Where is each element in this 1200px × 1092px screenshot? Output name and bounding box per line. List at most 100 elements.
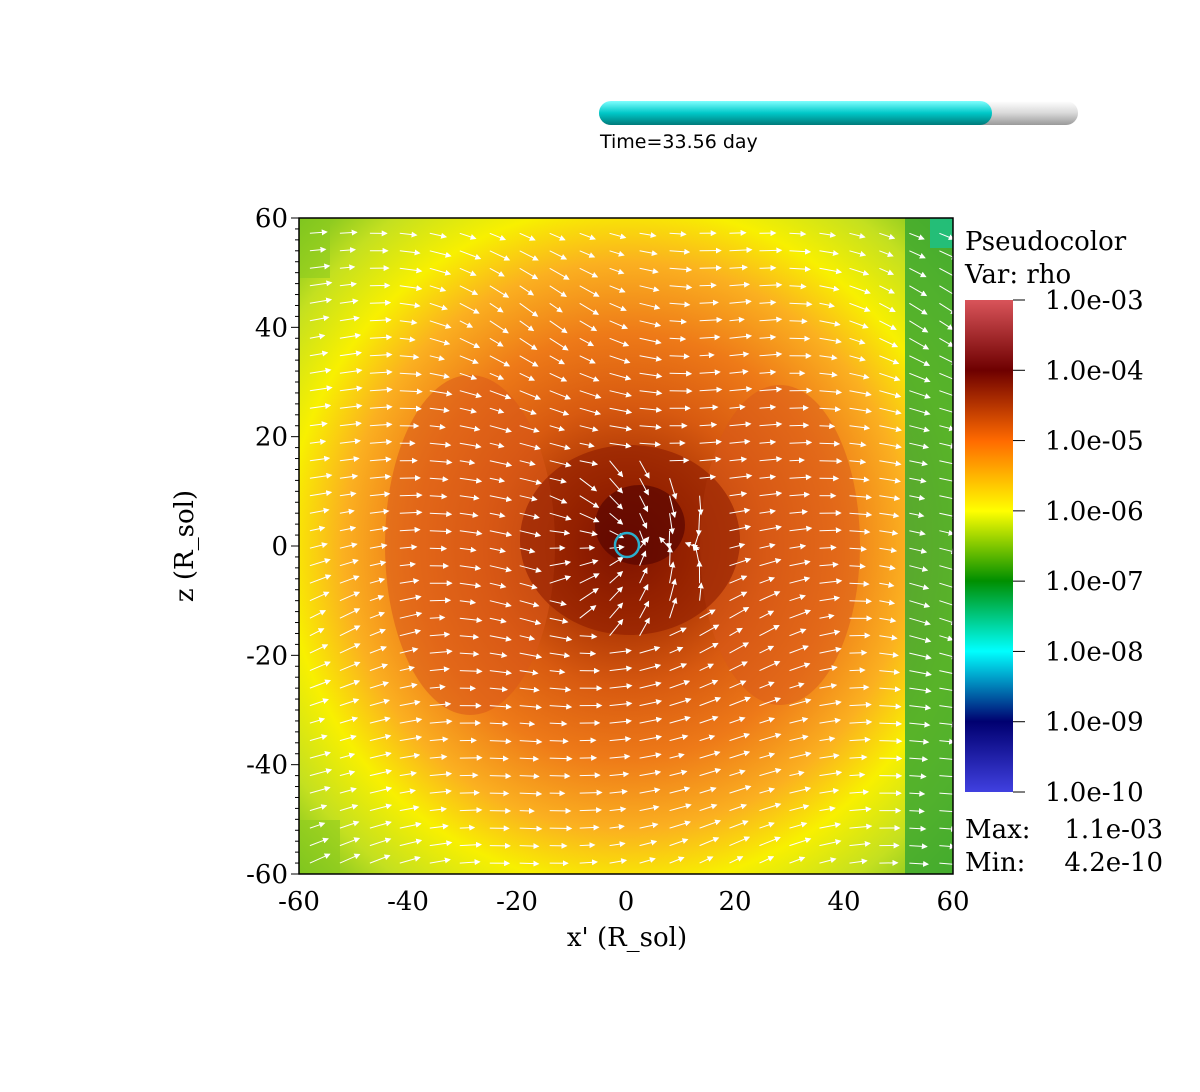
velocity-arrow [909, 547, 928, 554]
velocity-arrow [369, 733, 392, 742]
velocity-arrow [939, 721, 953, 728]
velocity-arrow [549, 407, 570, 416]
velocity-arrow [879, 651, 899, 658]
velocity-arrow [909, 652, 932, 660]
legend-min-label: Min: [965, 848, 1025, 878]
velocity-arrow [309, 525, 326, 532]
velocity-arrow [369, 663, 389, 672]
velocity-arrow [549, 267, 570, 280]
velocity-arrow [849, 372, 870, 380]
velocity-arrow [879, 617, 897, 624]
velocity-arrow [399, 492, 423, 499]
velocity-arrow [579, 789, 603, 796]
velocity-arrow [639, 320, 662, 328]
velocity-arrow [789, 230, 807, 237]
velocity-arrow [369, 473, 392, 480]
velocity-arrow [609, 250, 625, 257]
velocity-arrow [909, 617, 931, 626]
velocity-arrow [369, 786, 393, 794]
velocity-arrow [489, 355, 511, 367]
velocity-arrow [939, 635, 953, 642]
velocity-arrow [339, 525, 357, 532]
velocity-arrow [669, 370, 693, 377]
velocity-arrow [909, 687, 932, 694]
velocity-arrow [339, 350, 362, 357]
velocity-arrow [399, 371, 422, 378]
velocity-arrow [519, 686, 540, 693]
velocity-arrow [489, 635, 512, 642]
velocity-arrow [639, 372, 663, 379]
velocity-arrow [369, 854, 391, 864]
velocity-arrow [579, 390, 602, 399]
velocity-arrow [699, 316, 723, 323]
velocity-arrow [399, 628, 422, 637]
velocity-arrow [399, 734, 423, 742]
velocity-arrow [519, 442, 541, 451]
velocity-arrow [879, 720, 903, 727]
velocity-arrow [609, 477, 624, 494]
legend-max-label: Max: [965, 815, 1031, 845]
velocity-arrow [849, 563, 866, 570]
velocity-arrow [579, 337, 595, 347]
velocity-arrow [309, 229, 328, 236]
velocity-arrow [639, 839, 658, 847]
velocity-arrow [459, 425, 481, 432]
velocity-arrow [789, 682, 805, 689]
velocity-arrow [429, 407, 450, 414]
velocity-arrow [429, 320, 452, 329]
velocity-arrow [789, 525, 813, 532]
velocity-arrow [339, 438, 361, 445]
velocity-arrow [489, 582, 507, 589]
velocity-arrow [789, 821, 808, 829]
velocity-arrow [399, 665, 415, 672]
velocity-arrow [519, 355, 539, 367]
velocity-arrow [879, 425, 902, 433]
velocity-arrow [759, 386, 783, 393]
velocity-arrow [789, 301, 813, 308]
velocity-arrow [729, 351, 750, 358]
x-tick-label: -20 [496, 887, 538, 917]
velocity-arrow [609, 390, 632, 398]
velocity-arrow [729, 820, 749, 829]
velocity-arrow [309, 421, 328, 428]
velocity-arrow [549, 575, 572, 584]
velocity-arrow [819, 267, 843, 275]
velocity-arrow [909, 425, 930, 433]
velocity-arrow [399, 770, 417, 777]
velocity-arrow [639, 477, 649, 496]
velocity-arrow [459, 824, 476, 831]
velocity-arrow [309, 315, 330, 322]
velocity-arrow [579, 530, 598, 537]
velocity-arrow [459, 285, 479, 295]
velocity-arrow [339, 420, 362, 427]
velocity-arrow [309, 280, 333, 287]
velocity-arrow [519, 738, 543, 745]
velocity-arrow [759, 524, 782, 532]
velocity-arrow [579, 285, 600, 297]
velocity-arrow [819, 839, 842, 847]
velocity-arrow [639, 250, 658, 257]
velocity-arrow [849, 355, 866, 362]
velocity-arrow [429, 267, 452, 276]
velocity-arrow [579, 824, 600, 831]
velocity-arrow [609, 530, 625, 539]
velocity-arrow [579, 573, 600, 584]
velocity-arrow [879, 634, 898, 641]
time-slider[interactable] [599, 101, 1078, 125]
velocity-arrow [909, 232, 925, 240]
velocity-arrow [309, 542, 328, 549]
velocity-arrow [699, 819, 722, 829]
velocity-arrow [579, 302, 600, 315]
velocity-arrow [909, 320, 929, 333]
velocity-arrow [399, 699, 421, 707]
velocity-arrow [759, 316, 783, 323]
velocity-arrow [579, 544, 596, 551]
velocity-arrow [309, 644, 329, 654]
velocity-arrow [759, 439, 777, 446]
velocity-arrow [339, 643, 361, 654]
velocity-arrow [909, 860, 930, 867]
velocity-arrow [579, 232, 596, 241]
velocity-arrow [849, 250, 867, 257]
velocity-arrow [459, 337, 481, 348]
velocity-arrow [849, 840, 871, 847]
